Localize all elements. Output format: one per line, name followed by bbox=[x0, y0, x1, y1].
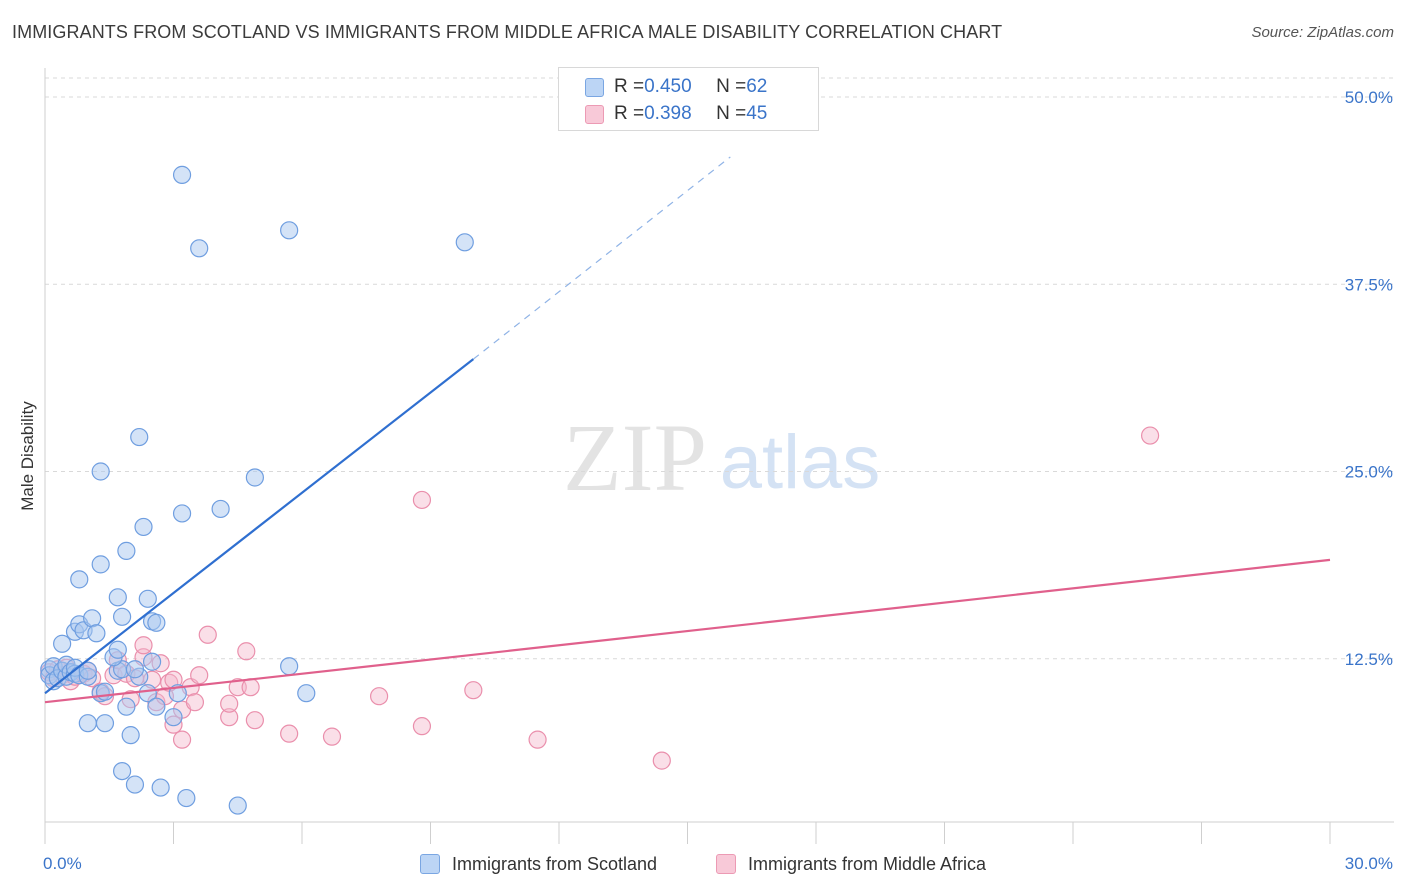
y-tick-label: 25.0% bbox=[1345, 463, 1393, 482]
middle-africa-point bbox=[220, 694, 239, 713]
legend-n-value: 45 bbox=[746, 103, 768, 124]
scotland-point bbox=[121, 726, 140, 745]
axes bbox=[44, 68, 1394, 844]
y-tick-label: 12.5% bbox=[1345, 650, 1393, 669]
scotland-point bbox=[53, 634, 72, 653]
middle-africa-point bbox=[1140, 426, 1160, 445]
middle-africa-point bbox=[172, 730, 192, 749]
scotland-point bbox=[228, 796, 247, 815]
scotland-point bbox=[87, 624, 106, 643]
middle-africa-point bbox=[185, 693, 205, 712]
legend-row-scotland: R = 0.450 N = 62 bbox=[585, 76, 767, 98]
x-tick-label: 30.0% bbox=[1345, 854, 1393, 873]
scotland-point bbox=[211, 499, 230, 519]
scotland-point bbox=[112, 607, 132, 626]
middle-africa-point bbox=[528, 730, 547, 749]
tick-labels: 12.5% 25.0% 37.5% 50.0% 0.0% 30.0% bbox=[43, 88, 1393, 873]
scotland-point bbox=[172, 504, 192, 523]
middle-africa-trend-line bbox=[44, 558, 1331, 704]
legend-n-label: N = bbox=[716, 76, 747, 97]
source-credit: Source: ZipAtlas.com bbox=[1251, 24, 1394, 41]
scotland-point bbox=[95, 682, 115, 701]
middle-africa-swatch bbox=[585, 104, 604, 124]
middle-africa-point bbox=[228, 678, 247, 697]
scotland-swatch bbox=[420, 854, 440, 874]
scotland-point bbox=[177, 788, 196, 808]
scotland-point bbox=[78, 661, 97, 680]
scotland-point bbox=[138, 589, 157, 608]
scotland-point bbox=[147, 697, 166, 716]
bottom-legend-label: Immigrants from Scotland bbox=[452, 853, 658, 874]
scotland-point bbox=[112, 761, 132, 781]
scotland-point bbox=[455, 233, 474, 252]
y-tick-label: 50.0% bbox=[1345, 88, 1393, 107]
scotland-point bbox=[125, 775, 145, 794]
middle-africa-point bbox=[198, 625, 217, 644]
chart-title: IMMIGRANTS FROM SCOTLAND VS IMMIGRANTS F… bbox=[12, 22, 1003, 42]
scotland-trend-extension bbox=[472, 156, 731, 360]
legend-n-label: N = bbox=[716, 103, 747, 124]
x-tick-label: 0.0% bbox=[43, 854, 82, 873]
legend-r-label: R = bbox=[614, 103, 645, 124]
legend-row-middle-africa: R = 0.398 N = 45 bbox=[585, 103, 767, 125]
scotland-point bbox=[151, 778, 170, 797]
watermark-atlas: atlas bbox=[720, 420, 881, 505]
scotland-point bbox=[172, 165, 192, 184]
correlation-legend: R = 0.450 N = 62 R = 0.398 N = 45 bbox=[558, 67, 819, 131]
scotland-point bbox=[125, 660, 145, 679]
scotland-point bbox=[138, 684, 157, 703]
scotland-point bbox=[245, 468, 264, 487]
scotland-point bbox=[297, 684, 316, 703]
scotland-point bbox=[280, 221, 299, 240]
middle-africa-point bbox=[280, 724, 299, 743]
middle-africa-point bbox=[237, 642, 256, 661]
scotland-swatch bbox=[585, 77, 604, 97]
middle-africa-point bbox=[241, 678, 260, 697]
scotland-point bbox=[78, 714, 97, 733]
watermark: ZIP atlas bbox=[563, 404, 880, 511]
y-tick-label: 37.5% bbox=[1345, 275, 1393, 294]
middle-africa-point bbox=[652, 751, 671, 770]
scotland-point bbox=[70, 570, 89, 589]
scotland-point bbox=[117, 697, 136, 716]
scotland-point bbox=[130, 427, 149, 447]
middle-africa-point bbox=[464, 681, 483, 700]
scotland-point bbox=[117, 541, 136, 560]
middle-africa-point bbox=[245, 711, 264, 730]
middle-africa-point bbox=[134, 636, 153, 655]
middle-africa-point bbox=[412, 490, 432, 510]
legend-n-value: 62 bbox=[746, 76, 768, 97]
trend-lines bbox=[44, 156, 1331, 704]
scotland-point bbox=[83, 609, 102, 628]
scotland-point bbox=[91, 462, 110, 481]
scotland-point bbox=[95, 714, 115, 733]
y-axis-label: Male Disability bbox=[18, 401, 37, 511]
middle-africa-swatch bbox=[716, 854, 736, 874]
middle-africa-point bbox=[220, 708, 239, 727]
scotland-point bbox=[164, 708, 183, 727]
bottom-legend-label: Immigrants from Middle Africa bbox=[748, 853, 987, 874]
scotland-trend-line bbox=[44, 358, 475, 695]
scotland-point bbox=[280, 657, 299, 676]
bottom-legend-middle-africa: Immigrants from Middle Africa bbox=[716, 852, 986, 876]
middle-africa-point bbox=[412, 717, 432, 736]
legend-r-value: 0.398 bbox=[644, 103, 692, 124]
scotland-point bbox=[134, 517, 153, 537]
legend-r-value: 0.450 bbox=[644, 76, 692, 97]
middle-africa-point bbox=[370, 687, 389, 706]
middle-africa-point bbox=[190, 666, 209, 685]
scotland-points bbox=[40, 165, 474, 815]
scotland-point bbox=[108, 640, 127, 659]
middle-africa-point bbox=[322, 727, 342, 746]
scotland-point bbox=[142, 652, 162, 671]
watermark-zip: ZIP bbox=[563, 404, 707, 511]
legend-r-label: R = bbox=[614, 76, 645, 97]
scotland-point bbox=[91, 555, 110, 574]
scotland-point bbox=[190, 239, 209, 258]
scotland-point bbox=[147, 613, 166, 632]
scotland-point bbox=[108, 588, 127, 607]
bottom-legend-scotland: Immigrants from Scotland bbox=[420, 852, 657, 876]
